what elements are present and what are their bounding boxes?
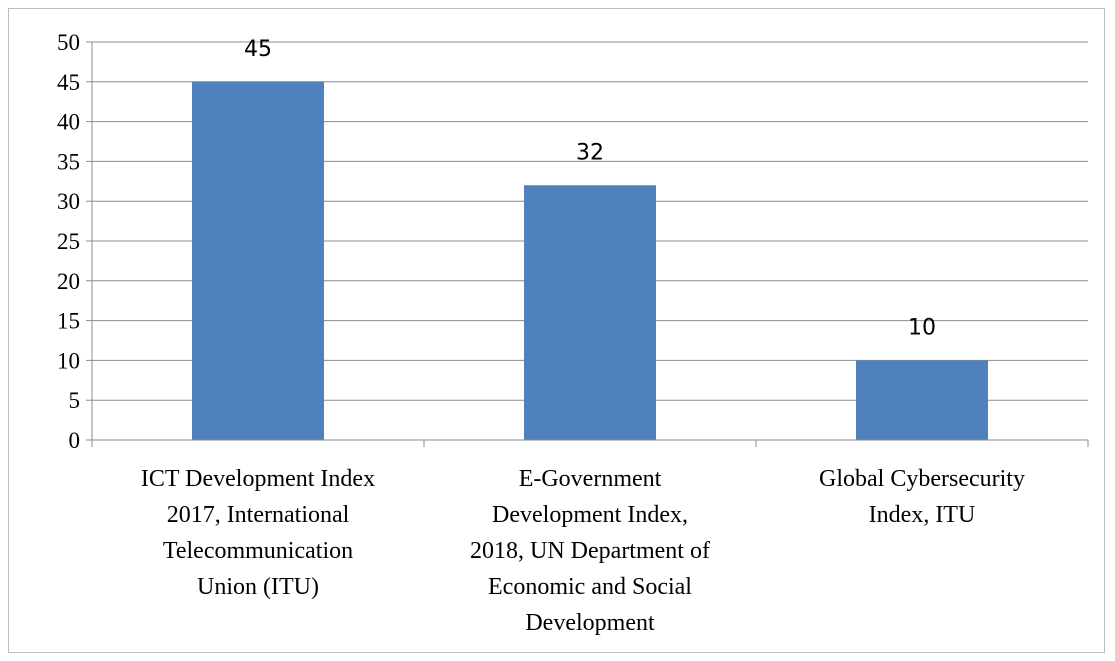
x-category-label-line: Development [525, 610, 655, 636]
y-tick-label: 5 [69, 388, 81, 413]
y-tick-label: 15 [57, 309, 80, 334]
y-tick-label: 25 [57, 229, 80, 254]
x-category-label-line: Economic and Social [488, 574, 692, 600]
data-labels: 45 32 10 [244, 37, 936, 341]
x-category-label-line: E-Government [519, 466, 662, 492]
bar [192, 81, 324, 441]
axes [86, 41, 1089, 447]
y-tick-label: 10 [57, 348, 80, 373]
bar [856, 360, 988, 440]
bar [524, 185, 656, 440]
x-category-label: E-Government Development Index, 2018, UN D… [470, 466, 710, 636]
x-axis-category-labels: ICT Development Index 2017, International… [141, 466, 1025, 636]
x-category-label-line: 2017, International [167, 502, 350, 528]
x-category-label-line: 2018, UN Department of [470, 538, 710, 564]
y-tick-label: 45 [57, 70, 80, 95]
x-category-label-line: Development Index, [492, 502, 688, 528]
x-category-label-line: Telecommunication [163, 538, 353, 564]
y-tick-label: 35 [57, 149, 80, 174]
x-category-label-line: ICT Development Index [141, 466, 375, 492]
x-category-label: ICT Development Index 2017, International… [141, 466, 375, 600]
y-tick-label: 40 [57, 110, 80, 135]
x-category-label-line: Global Cybersecurity [819, 466, 1025, 492]
x-category-label: Global Cybersecurity Index, ITU [819, 466, 1025, 528]
x-category-label-line: Index, ITU [869, 502, 976, 528]
data-label: 45 [244, 37, 272, 62]
data-label: 10 [908, 315, 936, 340]
y-tick-label: 50 [57, 30, 80, 55]
data-label: 32 [576, 140, 604, 165]
bars [192, 81, 988, 441]
x-category-label-line: Union (ITU) [197, 574, 319, 600]
y-axis-tick-labels: 0 5 10 15 20 25 30 35 40 45 50 [57, 30, 80, 453]
y-tick-label: 0 [69, 428, 81, 453]
y-tick-label: 30 [57, 189, 80, 214]
y-tick-label: 20 [57, 269, 80, 294]
